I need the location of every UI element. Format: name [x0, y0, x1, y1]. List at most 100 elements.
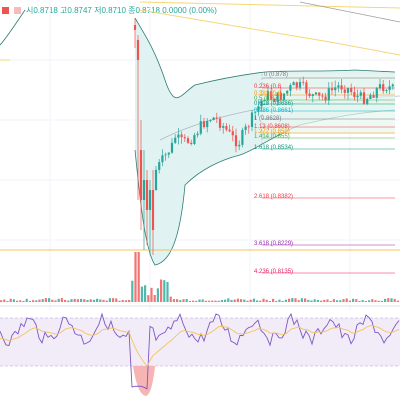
candle-body — [190, 142, 193, 144]
volume-bar — [240, 299, 243, 302]
candle-body — [244, 126, 247, 130]
volume-bar — [41, 299, 44, 302]
volume-bar — [3, 299, 6, 302]
volume-bar — [156, 288, 159, 302]
candle-body — [276, 92, 279, 102]
candle-body — [369, 95, 372, 100]
rsi-band — [0, 318, 400, 366]
candle-body — [228, 129, 231, 132]
volume-bar — [249, 299, 252, 302]
candle-body — [372, 95, 375, 98]
fib-level-label: 0 (0.878) — [264, 72, 289, 78]
candle-body — [382, 84, 385, 92]
fib-level-label: 1 (0.8628) — [254, 116, 282, 122]
volume-bar — [339, 300, 342, 302]
volume-bar — [73, 298, 76, 302]
candle-body — [177, 134, 180, 138]
candle-body — [158, 162, 161, 170]
volume-bar — [54, 300, 57, 302]
moving-average-top — [139, 1, 400, 9]
volume-bar — [352, 298, 355, 302]
volume-bar — [96, 298, 99, 302]
moving-average-long — [139, 9, 400, 56]
volume-bar — [147, 295, 150, 302]
volume-bar — [38, 299, 41, 302]
volume-bar — [67, 300, 70, 302]
volume-bar — [272, 298, 275, 302]
candle-body — [247, 126, 250, 128]
symbol-color-marker — [2, 6, 9, 14]
candle-body — [170, 142, 174, 153]
fib-level-label: 1.272 (0.859) — [254, 129, 290, 135]
volume-bar — [252, 298, 255, 302]
candle-body — [308, 93, 311, 97]
candle-body — [286, 90, 289, 94]
volume-bar — [137, 252, 140, 302]
volume-bar — [89, 299, 92, 302]
volume-bar — [220, 300, 223, 302]
candle-body — [330, 88, 334, 91]
volume-bar — [396, 300, 399, 302]
volume-bar — [19, 300, 22, 302]
volume-bar — [140, 286, 143, 302]
candle-body — [295, 82, 298, 88]
volume-bar — [80, 298, 83, 302]
volume-bar — [211, 300, 214, 302]
candle-body — [273, 99, 276, 102]
volume-bar — [256, 300, 259, 302]
volume-bar — [134, 252, 137, 302]
volume-bar — [185, 298, 188, 302]
volume-bar — [48, 298, 51, 302]
fib-level-label: 1.618 (0.8534) — [254, 145, 294, 151]
volume-bar — [310, 300, 313, 302]
volume-bar — [329, 300, 332, 302]
volume-bar — [128, 299, 131, 302]
fib-level-label: 3.618 (0.8229) — [254, 241, 294, 247]
candle-body — [139, 150, 143, 200]
volume-bar — [265, 299, 268, 302]
volume-bar — [284, 299, 287, 302]
volume-bar — [57, 298, 60, 302]
volume-bar — [326, 299, 329, 302]
candle-body — [183, 137, 186, 139]
candle-body — [305, 82, 308, 94]
volume-bar — [112, 298, 115, 302]
volume-bar — [169, 296, 172, 302]
fib-level-label: 2.618 (0.8382) — [254, 194, 294, 200]
volume-bar — [83, 299, 86, 302]
volume-bar — [70, 299, 73, 302]
volume-bar — [297, 300, 300, 302]
volume-bar — [342, 299, 345, 302]
volume-bar — [150, 287, 153, 302]
volume-bar — [230, 299, 233, 302]
volume-bar — [208, 300, 211, 302]
candle-body — [174, 137, 177, 143]
candle-body — [206, 120, 209, 128]
volume-bar — [304, 298, 307, 302]
candle-body — [350, 88, 353, 93]
volume-bar — [307, 299, 310, 302]
volume-bar — [204, 300, 207, 302]
candle-body — [180, 134, 183, 138]
volume-bar — [176, 299, 179, 302]
candle-body — [193, 135, 196, 144]
candle-body — [279, 92, 282, 100]
volume-bar — [64, 299, 67, 302]
candle-body — [391, 84, 394, 87]
candle-body — [366, 99, 369, 104]
volume-bar — [160, 279, 163, 302]
volume-bar — [121, 299, 124, 302]
candle-body — [298, 81, 302, 88]
volume-bar — [0, 300, 3, 302]
volume-bar — [9, 298, 12, 302]
candle-body — [136, 40, 140, 60]
volume-bar — [332, 299, 335, 302]
candle-body — [215, 117, 218, 119]
volume-bar — [227, 298, 230, 302]
fib-level-label: 0.618 (0.8686) — [254, 101, 294, 107]
volume-bar — [182, 299, 185, 302]
volume-bar — [288, 298, 291, 302]
left-band-upper — [0, 9, 26, 46]
